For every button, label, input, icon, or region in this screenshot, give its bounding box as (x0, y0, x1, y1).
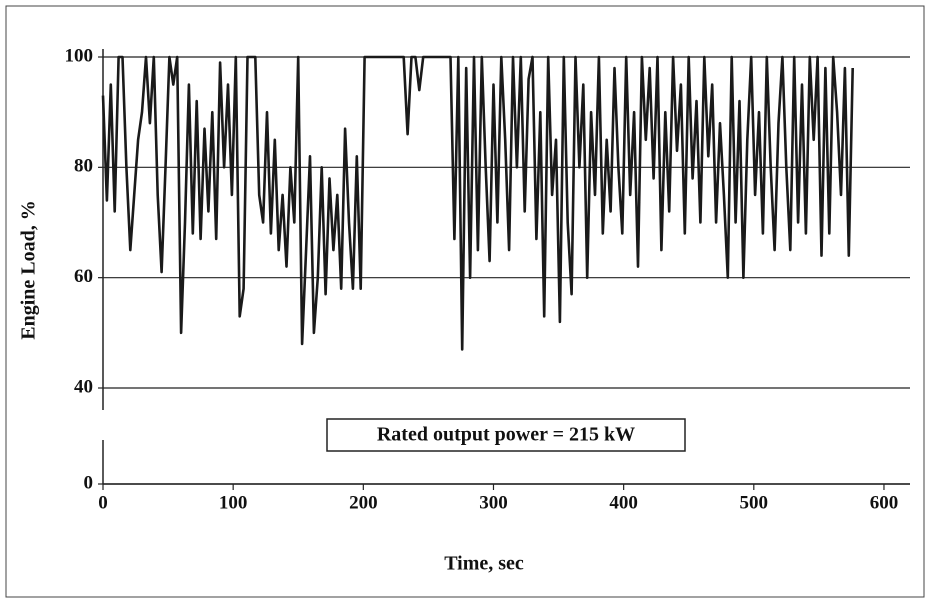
y-tick-label: 40 (74, 376, 93, 397)
x-tick-label: 0 (98, 492, 108, 513)
y-tick-label: 80 (74, 156, 93, 177)
y-tick-label: 60 (74, 266, 93, 287)
x-tick-label: 300 (479, 492, 508, 513)
y-tick-label: 0 (84, 472, 94, 493)
x-axis-label: Time, sec (444, 553, 524, 575)
load-line (101, 55, 854, 351)
y-tick-label: 100 (65, 45, 94, 66)
annotation-box (326, 418, 686, 452)
annotation: Rated output power = 215 kW (377, 424, 635, 446)
x-tick-label: 100 (219, 492, 248, 513)
x-tick-label: 400 (609, 492, 638, 513)
x-tick-label: 500 (740, 492, 769, 513)
y-axis-label: Engine Load, % (18, 200, 40, 339)
x-tick-label: 200 (349, 492, 378, 513)
x-tick-label: 600 (870, 492, 899, 513)
